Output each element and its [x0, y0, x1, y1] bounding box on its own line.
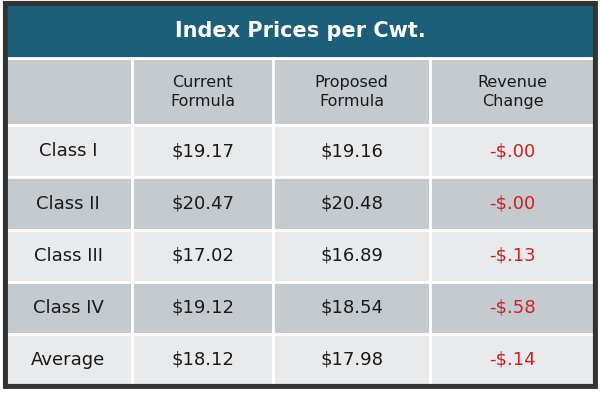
Bar — [274, 282, 430, 334]
Bar — [132, 282, 274, 334]
Text: $17.98: $17.98 — [320, 351, 383, 369]
Text: $19.12: $19.12 — [171, 299, 234, 317]
Text: $19.16: $19.16 — [320, 142, 383, 160]
Bar — [430, 282, 595, 334]
Text: -$.00: -$.00 — [490, 142, 536, 160]
Bar — [132, 230, 274, 282]
Text: Proposed
Formula: Proposed Formula — [315, 75, 389, 109]
Bar — [274, 58, 430, 125]
Text: Average: Average — [31, 351, 106, 369]
Text: $20.47: $20.47 — [171, 195, 234, 212]
Bar — [274, 177, 430, 230]
Text: $16.89: $16.89 — [320, 247, 383, 265]
Text: Class IV: Class IV — [33, 299, 104, 317]
Text: Class I: Class I — [39, 142, 98, 160]
Text: $17.02: $17.02 — [171, 247, 234, 265]
Bar — [5, 125, 132, 177]
Text: -$.13: -$.13 — [489, 247, 536, 265]
Bar — [5, 334, 132, 386]
Text: -$.58: -$.58 — [489, 299, 536, 317]
Bar — [430, 125, 595, 177]
Text: Index Prices per Cwt.: Index Prices per Cwt. — [175, 21, 425, 41]
Bar — [5, 58, 132, 125]
Bar — [132, 177, 274, 230]
Bar — [5, 3, 595, 58]
Bar — [5, 230, 132, 282]
Text: $18.12: $18.12 — [171, 351, 234, 369]
Text: -$.00: -$.00 — [490, 195, 536, 212]
Bar — [274, 334, 430, 386]
Bar — [274, 125, 430, 177]
Bar — [430, 230, 595, 282]
Bar — [430, 58, 595, 125]
Bar — [132, 125, 274, 177]
Text: Class II: Class II — [37, 195, 100, 212]
Bar — [132, 334, 274, 386]
Bar — [5, 177, 132, 230]
Bar — [274, 230, 430, 282]
Bar — [132, 58, 274, 125]
Text: $18.54: $18.54 — [320, 299, 383, 317]
Text: Current
Formula: Current Formula — [170, 75, 235, 109]
Text: Revenue
Change: Revenue Change — [478, 75, 548, 109]
Text: $19.17: $19.17 — [171, 142, 234, 160]
Text: -$.14: -$.14 — [489, 351, 536, 369]
Text: Class III: Class III — [34, 247, 103, 265]
Bar — [5, 282, 132, 334]
Text: $20.48: $20.48 — [320, 195, 383, 212]
Bar — [430, 334, 595, 386]
Bar — [430, 177, 595, 230]
